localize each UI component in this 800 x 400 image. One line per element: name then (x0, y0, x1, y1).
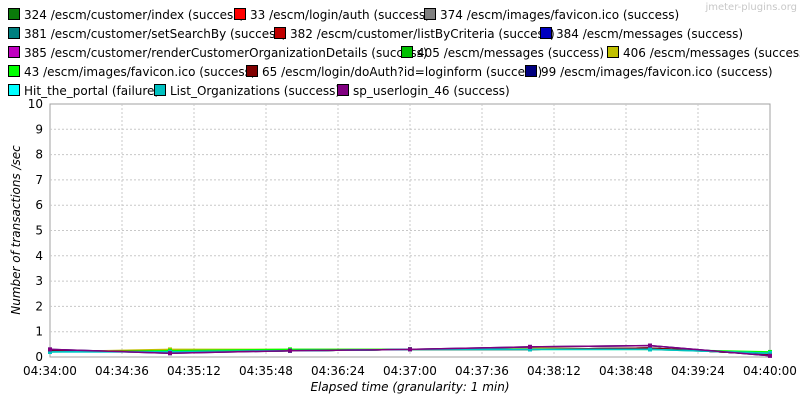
legend-label: 384 /escm/messages (success) (556, 27, 743, 41)
x-tick-label: 04:38:12 (527, 364, 581, 378)
data-point (648, 343, 652, 348)
y-tick-label: 10 (28, 97, 43, 111)
data-point (48, 349, 52, 354)
y-axis-title: Number of transactions /sec (9, 145, 23, 315)
y-tick-label: 9 (35, 122, 43, 136)
y-tick-label: 5 (35, 224, 43, 238)
x-tick-label: 04:39:24 (671, 364, 725, 378)
data-point (768, 351, 772, 356)
legend-label: 324 /escm/customer/index (success) (24, 8, 244, 22)
x-tick-label: 04:36:24 (311, 364, 365, 378)
legend-swatch (246, 65, 258, 77)
x-tick-label: 04:34:36 (95, 364, 149, 378)
data-point (408, 347, 412, 352)
data-point (288, 348, 292, 353)
legend-swatch (234, 8, 246, 20)
legend-label: 405 /escm/messages (success) (417, 46, 604, 60)
legend-swatch (525, 65, 537, 77)
data-point (528, 344, 532, 349)
legend-label: 381 /escm/customer/setSearchBy (success) (24, 27, 286, 41)
legend-label: 99 /escm/images/favicon.ico (success) (541, 65, 773, 79)
legend-swatch (8, 84, 20, 96)
y-tick-label: 2 (35, 299, 43, 313)
x-tick-label: 04:35:12 (167, 364, 221, 378)
x-tick-label: 04:38:48 (599, 364, 653, 378)
legend-label: 382 /escm/customer/listByCriteria (succe… (290, 27, 555, 41)
x-tick-label: 04:34:00 (23, 364, 77, 378)
legend-swatch (8, 65, 20, 77)
data-point (768, 353, 772, 358)
legend-swatch (401, 46, 413, 58)
legend-swatch (8, 8, 20, 20)
watermark: jmeter-plugins.org (704, 2, 797, 13)
x-tick-label: 04:40:00 (743, 364, 797, 378)
legend-label: Hit_the_portal (failure) (24, 84, 159, 98)
data-point (648, 347, 652, 352)
legend-label: 65 /escm/login/doAuth?id=loginform (succ… (262, 65, 542, 79)
x-axis-title: Elapsed time (granularity: 1 min) (310, 380, 509, 394)
legend-swatch (540, 27, 552, 39)
y-tick-label: 0 (35, 350, 43, 364)
y-tick-label: 6 (35, 198, 43, 212)
y-tick-label: 7 (35, 173, 43, 187)
data-point (528, 347, 532, 352)
legend-swatch (607, 46, 619, 58)
legend-swatch (8, 46, 20, 58)
x-tick-label: 04:37:00 (383, 364, 437, 378)
legend-label: List_Organizations (success) (170, 84, 340, 98)
legend-swatch (274, 27, 286, 39)
legend-label: 43 /escm/images/favicon.ico (success) (24, 65, 256, 79)
plot-area: 0 1 2 3 4 5 6 7 8 9 10 04:34:00 04:34:36 04:35:12 04:3… (23, 97, 797, 378)
data-point (48, 347, 52, 352)
legend-swatch (337, 84, 349, 96)
y-tick-label: 3 (35, 274, 43, 288)
legend-swatch (424, 8, 436, 20)
x-tick-label: 04:37:36 (455, 364, 509, 378)
legend-label: 33 /escm/login/auth (success) (250, 8, 430, 22)
y-tick-label: 4 (35, 249, 43, 263)
x-tick-label: 04:35:48 (239, 364, 293, 378)
y-tick-label: 1 (35, 325, 43, 339)
legend-label: 374 /escm/images/favicon.ico (success) (440, 8, 679, 22)
y-tick-label: 8 (35, 148, 43, 162)
legend: 324 /escm/customer/index (success) 33 /es… (8, 8, 800, 98)
legend-label: 406 /escm/messages (success) (623, 46, 800, 60)
legend-label: sp_userlogin_46 (success) (353, 84, 510, 98)
data-point (168, 351, 172, 356)
legend-swatch (154, 84, 166, 96)
legend-label: 385 /escm/customer/renderCustomerOrganiz… (24, 46, 428, 60)
legend-swatch (8, 27, 20, 39)
